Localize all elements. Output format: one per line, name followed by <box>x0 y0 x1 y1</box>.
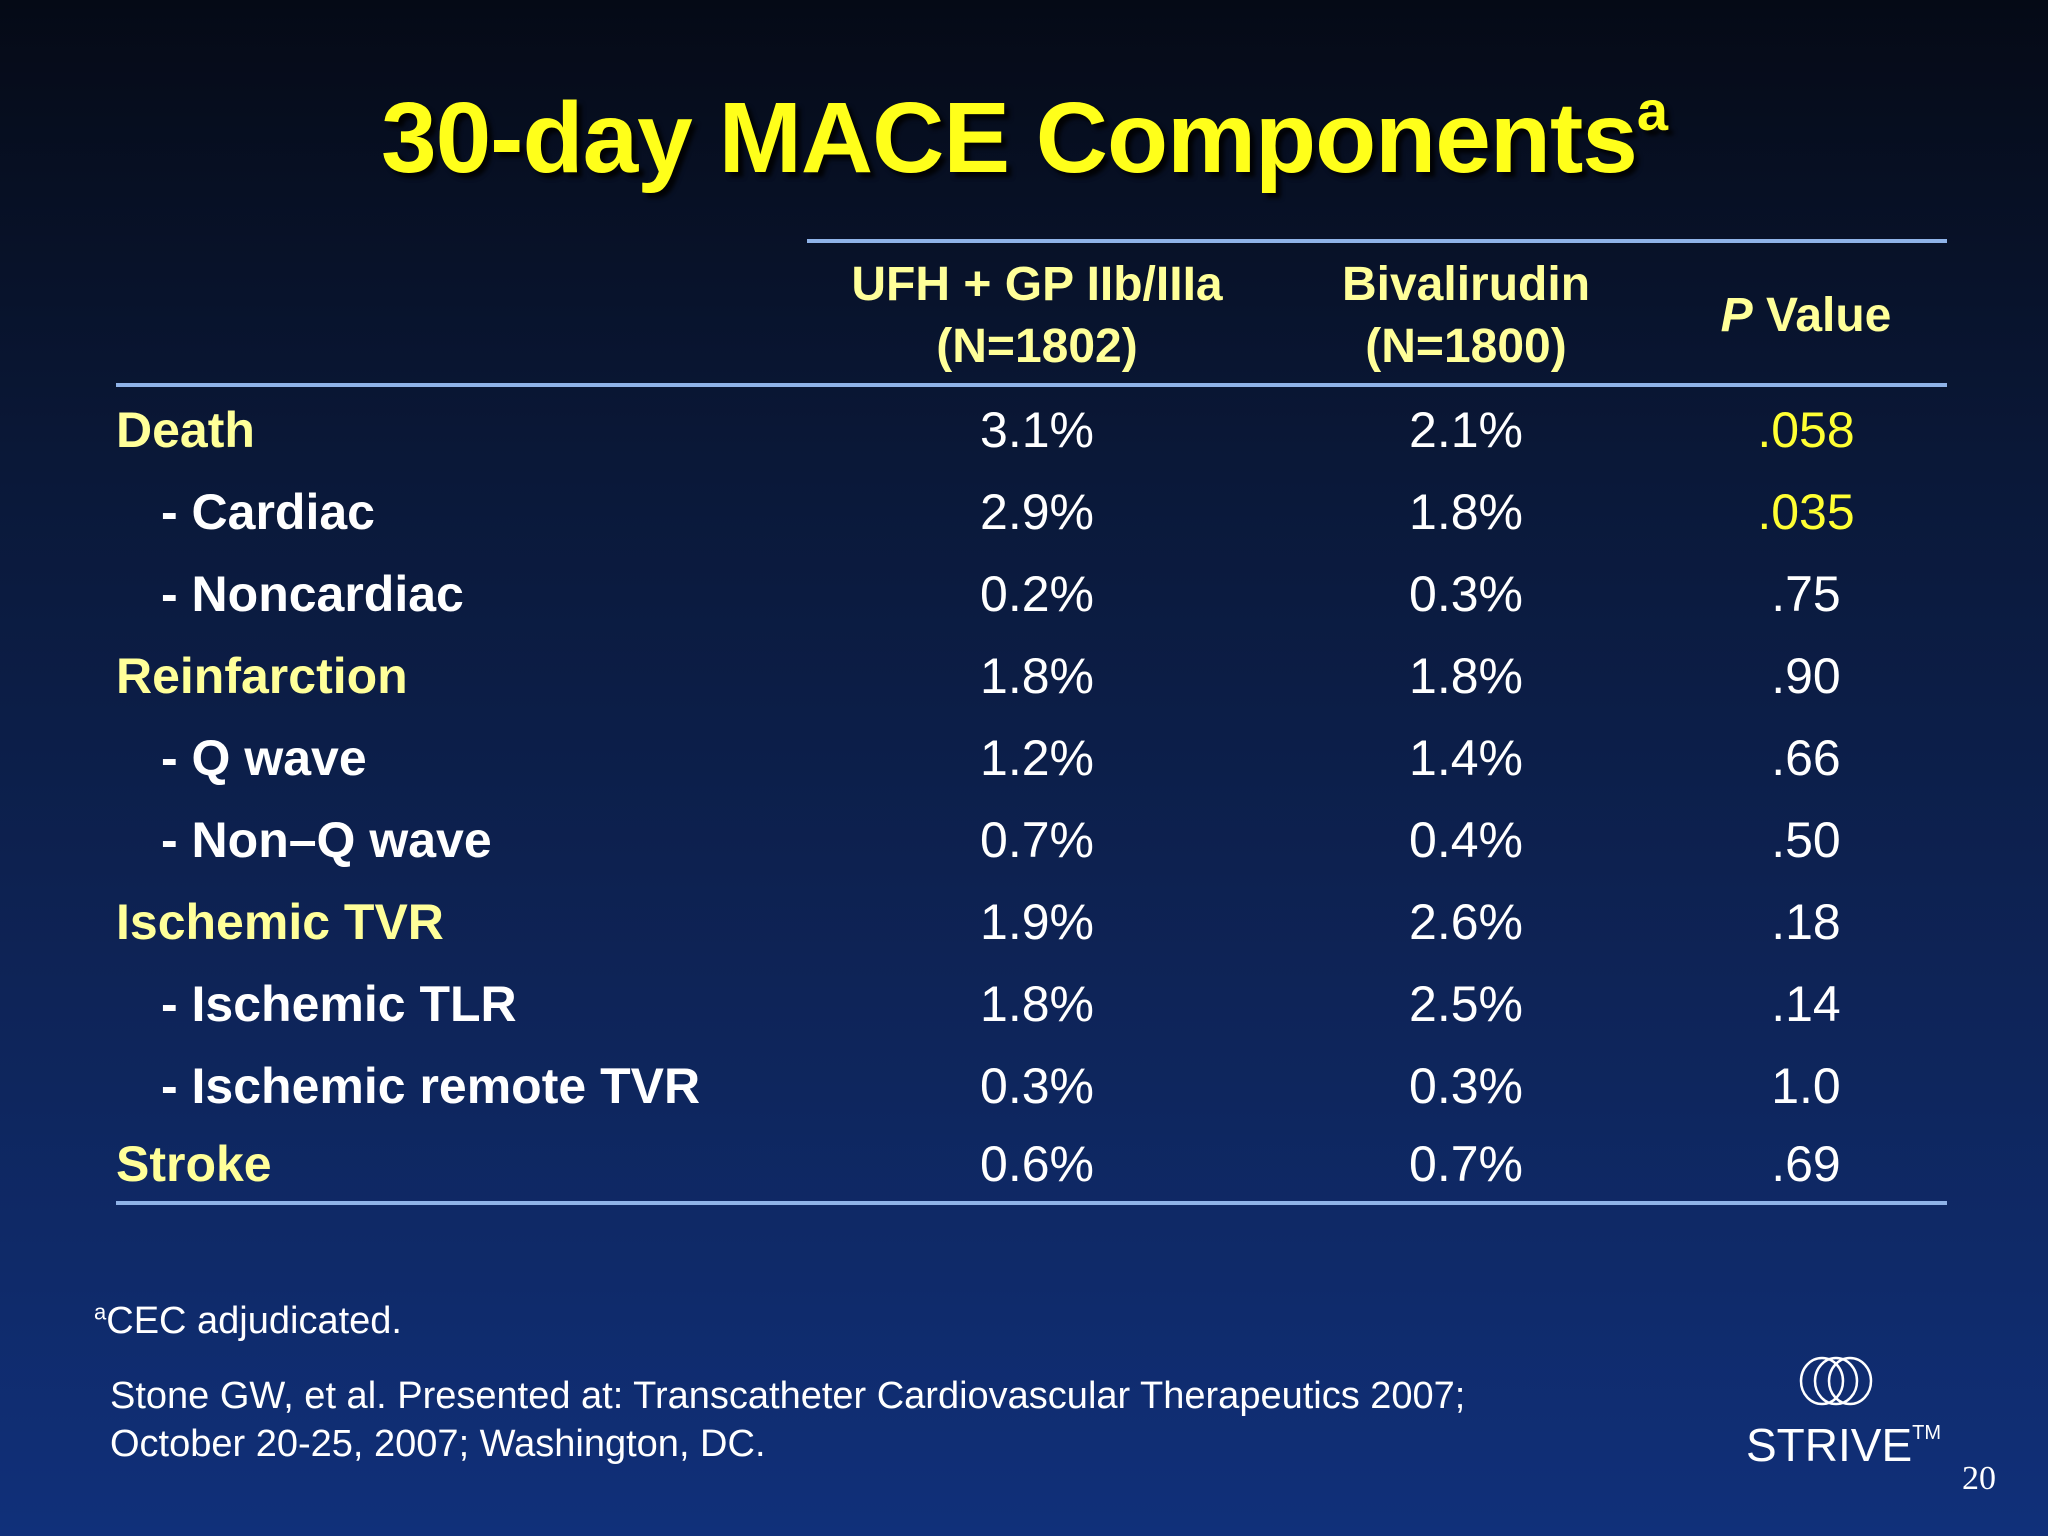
column-header-ufh-line2: (N=1802) <box>936 320 1138 373</box>
bivalirudin-value: 1.8% <box>1409 648 1523 704</box>
ufh-value: 1.9% <box>980 894 1094 950</box>
row-label: Death <box>116 402 255 458</box>
column-header-bivalirudin: Bivalirudin (N=1800) <box>1246 254 1686 378</box>
p-value: .058 <box>1757 402 1855 458</box>
p-value: .75 <box>1771 566 1841 622</box>
column-header-ufh-line1: UFH + GP IIb/IIIa <box>851 258 1223 311</box>
bivalirudin-value: 2.6% <box>1409 894 1523 950</box>
reference-line2: October 20-25, 2007; Washington, DC. <box>110 1423 766 1465</box>
ufh-value: 0.2% <box>980 566 1094 622</box>
row-label: - Cardiac <box>161 484 375 540</box>
ufh-value: 1.2% <box>980 730 1094 786</box>
reference-citation: Stone GW, et al. Presented at: Transcath… <box>110 1372 1465 1468</box>
ufh-value: 0.6% <box>980 1136 1094 1192</box>
reference-line1: Stone GW, et al. Presented at: Transcath… <box>110 1375 1466 1417</box>
p-value: .18 <box>1771 894 1841 950</box>
strive-logo: STRIVETM <box>1746 1418 1941 1472</box>
footnote-marker: a <box>94 1299 107 1325</box>
footnote-text: CEC adjudicated. <box>106 1300 402 1342</box>
p-value: .14 <box>1771 976 1841 1032</box>
trademark: TM <box>1912 1421 1942 1444</box>
interlocking-rings-icon <box>1799 1356 1873 1406</box>
ufh-value: 3.1% <box>980 402 1094 458</box>
bivalirudin-value: 0.7% <box>1409 1136 1523 1192</box>
row-label: - Noncardiac <box>161 566 464 622</box>
p-value: 1.0 <box>1771 1058 1841 1114</box>
row-label: - Q wave <box>161 730 367 786</box>
ufh-value: 0.3% <box>980 1058 1094 1114</box>
ufh-value: 0.7% <box>980 812 1094 868</box>
p-italic: P <box>1720 289 1753 342</box>
bivalirudin-value: 0.4% <box>1409 812 1523 868</box>
column-header-bivalirudin-line1: Bivalirudin <box>1341 258 1591 311</box>
p-value: .69 <box>1771 1136 1841 1192</box>
table-top-rule <box>807 239 1947 243</box>
column-header-ufh: UFH + GP IIb/IIIa (N=1802) <box>817 254 1257 378</box>
bivalirudin-value: 1.8% <box>1409 484 1523 540</box>
bivalirudin-value: 0.3% <box>1409 1058 1523 1114</box>
row-label: - Ischemic TLR <box>161 976 517 1032</box>
p-value-rest: Value <box>1752 289 1892 342</box>
row-label: Ischemic TVR <box>116 894 444 950</box>
page-number: 20 <box>1962 1460 1996 1497</box>
table-bottom-rule <box>116 1201 1947 1205</box>
bivalirudin-value: 0.3% <box>1409 566 1523 622</box>
p-value: .035 <box>1757 484 1855 540</box>
row-label: - Non–Q wave <box>161 812 492 868</box>
ufh-value: 1.8% <box>980 976 1094 1032</box>
ufh-value: 2.9% <box>980 484 1094 540</box>
row-label: Stroke <box>116 1136 272 1192</box>
logo-text: STRIVE <box>1746 1419 1913 1471</box>
slide-title: 30-day MACE Componentsa <box>380 78 1668 194</box>
title-superscript: a <box>1636 78 1668 142</box>
column-header-p-value: P Value <box>1666 285 1946 347</box>
ufh-value: 1.8% <box>980 648 1094 704</box>
bivalirudin-value: 2.5% <box>1409 976 1523 1032</box>
column-header-bivalirudin-line2: (N=1800) <box>1365 320 1567 373</box>
row-label: - Ischemic remote TVR <box>161 1058 701 1114</box>
bivalirudin-value: 2.1% <box>1409 402 1523 458</box>
footnote: aCEC adjudicated. <box>94 1300 402 1343</box>
row-label: Reinfarction <box>116 648 408 704</box>
bivalirudin-value: 1.4% <box>1409 730 1523 786</box>
header-bottom-rule <box>116 383 1947 387</box>
p-value: .90 <box>1771 648 1841 704</box>
p-value: .50 <box>1771 812 1841 868</box>
p-value: .66 <box>1771 730 1841 786</box>
